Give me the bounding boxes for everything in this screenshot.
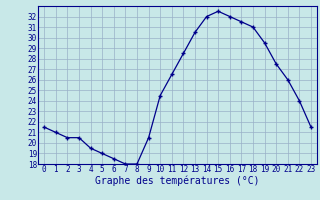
X-axis label: Graphe des températures (°C): Graphe des températures (°C) bbox=[95, 176, 260, 186]
